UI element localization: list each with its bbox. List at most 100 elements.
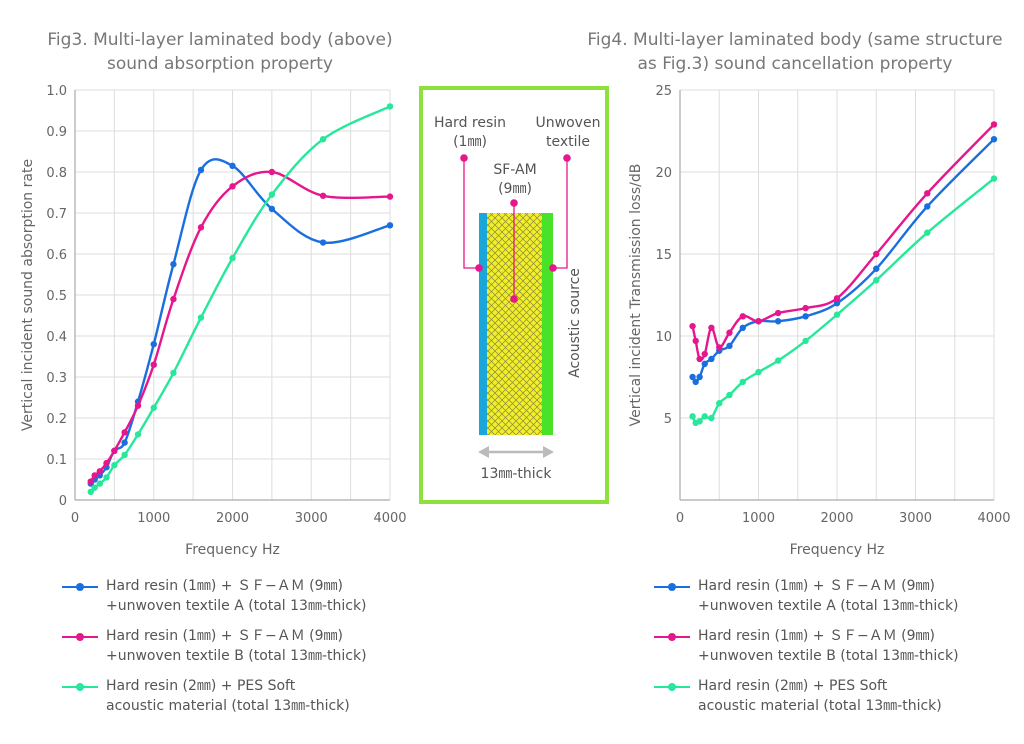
fig3-data-point-magenta (150, 361, 157, 368)
legend-line: +unwoven textile B (total 13㎜-thick) (106, 648, 367, 664)
unwoven-textile-layer (542, 213, 553, 435)
fig4-data-point-blue (739, 324, 746, 331)
legend-line: acoustic material (total 13㎜-thick) (106, 698, 350, 714)
fig4-y-tick-label: 25 (655, 84, 672, 99)
fig3-data-point-magenta (91, 472, 98, 479)
fig4-data-point-magenta (873, 250, 880, 258)
fig4-data-point-green (802, 337, 809, 345)
fig3-y-tick-label: 0.2 (46, 412, 67, 427)
thickness-arrow-left-head (478, 446, 489, 458)
fig4-transmission-chart: 0 1000 2000 3000 4000 5 10 15 20 25 Frequency Hz Ve… (628, 84, 1011, 558)
legend-swatch-blue (654, 583, 690, 591)
fig4-data-point-blue (924, 203, 931, 210)
fig4-data-point-magenta (774, 309, 782, 317)
fig4-data-point-green (701, 413, 708, 420)
fig4-data-point-blue (696, 373, 703, 381)
legend-item-series-b: Hard resin (1㎜) + ＳＦ−ＡＭ (9㎜) +unwoven te… (650, 626, 1010, 666)
fig3-y-tick-label: 0.9 (46, 125, 67, 140)
thickness-label: 13㎜-thick (481, 466, 553, 482)
sfam-dot (510, 295, 518, 303)
fig3-data-point-blue (121, 439, 128, 446)
fig4-data-point-green (716, 400, 723, 407)
fig3-data-point-magenta (121, 429, 128, 436)
fig4-y-tick-label: 5 (664, 412, 672, 427)
legend-line: +unwoven textile A (total 13㎜-thick) (698, 598, 959, 614)
fig3-data-point-blue (197, 166, 205, 174)
fig3-y-tick-label: 0.5 (46, 289, 67, 304)
legend-line: +unwoven textile B (total 13㎜-thick) (698, 648, 959, 664)
legend-item-series-a: Hard resin (1㎜) + ＳＦ−ＡＭ (9㎜) +unwoven te… (58, 576, 418, 616)
fig3-x-tick-label: 0 (71, 511, 79, 526)
fig4-data-point-green (990, 175, 998, 182)
fig4-data-point-blue (833, 300, 841, 307)
fig4-data-point-green (774, 357, 782, 364)
thickness-arrow-right-head (543, 446, 554, 458)
legend-swatch-green (654, 683, 690, 691)
hard-resin-dot (475, 264, 483, 272)
legend-line: +unwoven textile A (total 13㎜-thick) (106, 598, 367, 614)
fig3-data-point-magenta (134, 402, 142, 409)
fig3-x-tick-label: 3000 (295, 511, 328, 526)
legend-line: acoustic material (total 13㎜-thick) (698, 698, 942, 714)
fig3-x-tick-label: 1000 (137, 511, 170, 526)
legend-item-series-pes: Hard resin (2㎜) + PES Soft acoustic mate… (650, 676, 1010, 716)
fig3-data-point-blue (268, 205, 276, 213)
hard-resin-thickness: (1㎜) (453, 134, 487, 150)
fig4-data-point-magenta (701, 350, 708, 358)
fig3-data-point-green (91, 484, 98, 491)
fig3-y-tick-label: 1.0 (46, 84, 67, 99)
fig3-y-tick-label: 0.4 (46, 330, 67, 345)
fig3-data-point-magenta (229, 183, 236, 190)
laminate-structure-diagram: Hard resin (1㎜) SF-AM (9㎜) Unwoven texti… (419, 86, 609, 504)
fig3-absorption-chart: 0 1000 2000 3000 4000 0 0.1 0.2 0.3 0.4 0.5 0.6 0.7 0… (20, 84, 407, 558)
fig4-data-point-green (708, 414, 715, 422)
fig4-data-point-magenta (739, 313, 746, 320)
fig4-data-point-green (755, 368, 762, 376)
fig3-data-point-magenta (319, 192, 327, 199)
fig4-x-tick-label: 2000 (820, 511, 853, 526)
legend-swatch-blue (62, 583, 98, 591)
fig3-data-point-magenta (268, 168, 276, 176)
fig3-y-tick-label: 0.8 (46, 166, 67, 181)
fig4-y-tick-label: 10 (655, 330, 672, 345)
fig3-title-line2: sound absorption property (107, 54, 333, 74)
fig4-data-point-magenta (833, 295, 841, 302)
fig3-data-point-magenta (87, 478, 94, 485)
fig4-data-point-green (924, 229, 931, 236)
legend-swatch-green (62, 683, 98, 691)
legend-line: Hard resin (2㎜) + PES Soft (106, 678, 296, 694)
fig3-data-point-blue (386, 222, 394, 229)
fig4-data-point-magenta (802, 304, 809, 312)
fig4-series-line-green (691, 177, 995, 425)
legend-item-series-pes: Hard resin (2㎜) + PES Soft acoustic mate… (58, 676, 418, 716)
hard-resin-layer (479, 213, 487, 435)
fig4-data-point-blue (726, 342, 733, 350)
fig3-x-tick-label: 2000 (216, 511, 249, 526)
fig4-data-point-magenta (696, 355, 703, 363)
fig4-data-point-magenta (692, 337, 699, 345)
fig3-x-tick-label: 4000 (373, 511, 406, 526)
fig4-data-point-green (833, 311, 841, 318)
fig3-data-point-green (96, 480, 104, 487)
fig4-y-tick-label: 15 (655, 248, 672, 263)
fig3-data-point-blue (319, 239, 327, 246)
legend-line: Hard resin (1㎜) + ＳＦ−ＡＭ (9㎜) (698, 628, 935, 644)
legend-swatch-magenta (62, 633, 98, 641)
fig4-series-line-magenta (691, 123, 995, 362)
acoustic-source-label: Acoustic source (567, 268, 583, 378)
legend-item-series-b: Hard resin (1㎜) + ＳＦ−ＡＭ (9㎜) +unwoven te… (58, 626, 418, 666)
fig4-x-axis-label: Frequency Hz (790, 542, 885, 558)
fig4-title: Fig4. Multi-layer laminated body (same s… (580, 28, 1010, 76)
fig3-data-point-green (134, 431, 142, 438)
fig3-data-point-green (121, 451, 128, 459)
fig3-data-point-green (319, 136, 327, 143)
fig3-data-point-magenta (386, 193, 394, 200)
fig4-data-point-blue (692, 378, 699, 386)
fig4-data-point-blue (708, 355, 715, 363)
fig4-title-line2: as Fig.3) sound cancellation property (637, 54, 953, 74)
fig4-series-line-blue (691, 138, 995, 384)
hard-resin-callout (463, 158, 479, 269)
legend-line: Hard resin (1㎜) + ＳＦ−ＡＭ (9㎜) (106, 628, 343, 644)
legend-line: Hard resin (1㎜) + ＳＦ−ＡＭ (9㎜) (106, 578, 343, 594)
fig4-y-axis-label: Vertical incident Transmission loss/dB (628, 164, 644, 427)
